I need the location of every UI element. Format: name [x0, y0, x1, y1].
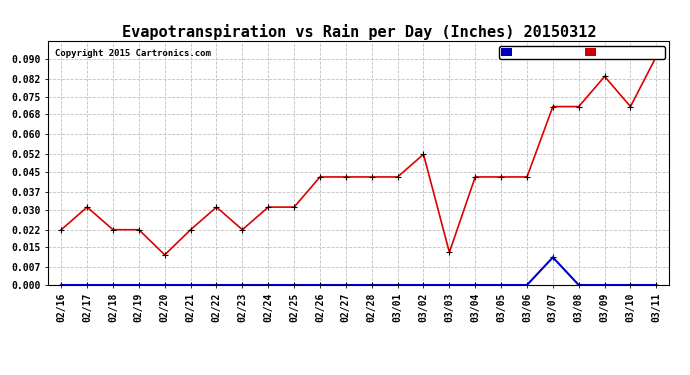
Text: Copyright 2015 Cartronics.com: Copyright 2015 Cartronics.com	[55, 49, 210, 58]
Legend: Rain (Inches), ET  (Inches): Rain (Inches), ET (Inches)	[499, 46, 664, 59]
Title: Evapotranspiration vs Rain per Day (Inches) 20150312: Evapotranspiration vs Rain per Day (Inch…	[121, 24, 596, 40]
